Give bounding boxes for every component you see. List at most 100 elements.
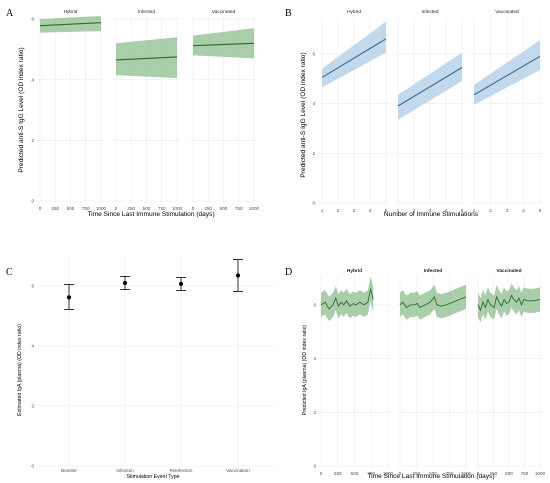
panel-c-xtick-label: Vaccination <box>226 468 250 473</box>
panel-c-xtick-label: Reinfection <box>170 468 193 473</box>
panel-d-facet-title: Vaccinated <box>496 268 521 274</box>
panel-b-xtick-label: 3 <box>353 208 356 213</box>
panel-a-xtick-label: 500 <box>220 206 228 211</box>
panel-d-xtick-label: 1000 <box>535 471 546 476</box>
panel-d-ytick-label: 0 <box>313 464 316 469</box>
panel-b-facet-title: Vaccinated <box>495 9 519 15</box>
panel-d-series-line-vaccinated <box>477 294 541 312</box>
panel-c-ytick-label: 0 <box>31 464 34 469</box>
panel-a-confidence-band-infected <box>116 37 177 79</box>
panel-d-xtick-label: 500 <box>505 471 513 476</box>
panel-a-series-line-infected <box>115 56 178 61</box>
panel-d-xtick-label: 1000 <box>461 471 472 476</box>
panel-d-xtick-label: 0 <box>399 471 402 476</box>
panel-a-ytick-label: 2 <box>31 138 34 143</box>
panel-d-xtick-label: 750 <box>367 471 375 476</box>
panel-b-facet-title: Infected <box>421 9 438 15</box>
panel-d-confidence-band-hybrid <box>321 276 374 321</box>
panel-d-ytick-label: 2 <box>313 410 316 415</box>
panel-b-xtick-label: 3 <box>429 208 432 213</box>
panel-b-series-line-vaccinated <box>473 55 541 96</box>
panel-b-facet-title: Hybrid <box>347 9 361 15</box>
panel-a-xtick-label: 1000 <box>249 206 260 211</box>
panel-d-xtick-label: 0 <box>477 471 480 476</box>
panel-d-xtick-label: 750 <box>446 471 454 476</box>
panel-b-ylabel: Predicted anti-S IgG Level (OD index rat… <box>300 52 307 177</box>
panel-d-series-line-infected <box>399 295 467 309</box>
panel-a-xtick-label: 750 <box>235 206 243 211</box>
panel-d-confidence-band-vaccinated <box>478 283 540 323</box>
panel-a-xtick-label: 1000 <box>172 206 183 211</box>
panel-b-ytick-label: 4 <box>312 101 315 106</box>
panel-c-xtick-label: Booster <box>61 468 77 473</box>
panel-a-series-line-hybrid <box>39 22 102 27</box>
panel-b-xtick-label: 1 <box>321 208 324 213</box>
panel-a-xtick-label: 250 <box>51 206 59 211</box>
panel-a-ytick-label: 0 <box>31 199 34 204</box>
panel-b-series-line-hybrid <box>321 38 387 78</box>
panel-a-ylabel: Predicted anti-S IgG Level (OD index rat… <box>18 47 25 172</box>
panel-d-xtick-label: 250 <box>334 471 342 476</box>
panel-a-xtick-label: 500 <box>143 206 151 211</box>
panel-a-xtick-label: 500 <box>67 206 75 211</box>
panel-c-ytick-label: 2 <box>31 404 34 409</box>
panel-d-xtick-label: 500 <box>351 471 359 476</box>
panel-c-point <box>235 273 241 278</box>
panel-d-confidence-band-infected <box>400 284 466 320</box>
panel-b-xtick-label: 5 <box>461 208 464 213</box>
panel-b-xtick-label: 2 <box>337 208 340 213</box>
panel-a-ytick-label: 6 <box>31 17 34 22</box>
panel-b-ytick-label: 0 <box>312 201 315 206</box>
panel-a-facet-title: Hybrid <box>64 9 78 15</box>
panel-d-ytick-label: 6 <box>313 302 316 307</box>
panel-a-xtick-label: 0 <box>39 206 42 211</box>
panel-c-point <box>122 280 128 286</box>
panel-d-ytick-label: 4 <box>313 356 316 361</box>
panel-c-xlabel: Stimulation Event Type <box>127 474 180 480</box>
panel-b-ytick-label: 2 <box>312 151 315 156</box>
panel-b-confidence-band-hybrid <box>322 21 386 88</box>
panel-d-ylabel: Predicted IgA (plasma) (OD index ratio) <box>302 324 308 415</box>
panel-b-xlabel: Number of Immune Stimulations <box>384 211 479 218</box>
panel-d-facet-title: Hybrid <box>347 268 362 274</box>
panel-d-xtick-label: 0 <box>320 471 323 476</box>
panel-a-series-line-vaccinated <box>192 42 255 47</box>
panel-a-xlabel: Time Since Last Immune Stimulation (days… <box>87 211 214 218</box>
panel-c-point <box>66 295 72 300</box>
panel-c-ytick-label: 4 <box>31 344 34 349</box>
panel-a-ytick-label: 4 <box>31 77 34 82</box>
panel-d-series-line-hybrid <box>320 288 374 310</box>
panel-c-ytick-label: 6 <box>31 284 34 289</box>
panel-b-xtick-label: 4 <box>522 208 525 213</box>
panel-a-facet-title: Infected <box>138 9 155 15</box>
panel-b-xtick-label: 1 <box>473 208 476 213</box>
panel-a-xtick-label: 0 <box>115 206 118 211</box>
panel-b-xtick-label: 4 <box>445 208 448 213</box>
panel-b-series-line-infected <box>397 67 463 107</box>
panel-d-xlabel: Time Since Last Immune Stimulation (days… <box>367 473 494 480</box>
panel-b-xtick-label: 4 <box>369 208 372 213</box>
panel-c-ylabel: Estimated IgA (plasma) (OD index ratio) <box>17 324 23 416</box>
panel-b-xtick-label: 1 <box>397 208 400 213</box>
panel-a-xtick-label: 250 <box>127 206 135 211</box>
panel-d-xtick-label: 750 <box>521 471 529 476</box>
panel-a-xtick-label: 1000 <box>96 206 107 211</box>
panel-label-b: B <box>285 8 292 19</box>
panel-b-xtick-label: 2 <box>489 208 492 213</box>
panel-b-xtick-label: 5 <box>385 208 388 213</box>
panel-b-confidence-band-vaccinated <box>474 40 540 105</box>
panel-d-xtick-label: 1000 <box>383 471 394 476</box>
panel-d-xtick-label: 250 <box>490 471 498 476</box>
panel-a-facet-title: Vaccinated <box>212 9 236 15</box>
panel-d-xtick-label: 500 <box>429 471 437 476</box>
panel-b-xtick-label: 5 <box>539 208 542 213</box>
panel-c-xtick-label: Infection <box>116 468 134 473</box>
panel-label-d: D <box>285 267 292 278</box>
panel-label-a: A <box>6 8 14 19</box>
panel-a-xtick-label: 750 <box>158 206 166 211</box>
panel-c-point <box>178 281 184 286</box>
panel-d-facet-title: Infected <box>424 268 442 274</box>
panel-a-xtick-label: 0 <box>192 206 195 211</box>
